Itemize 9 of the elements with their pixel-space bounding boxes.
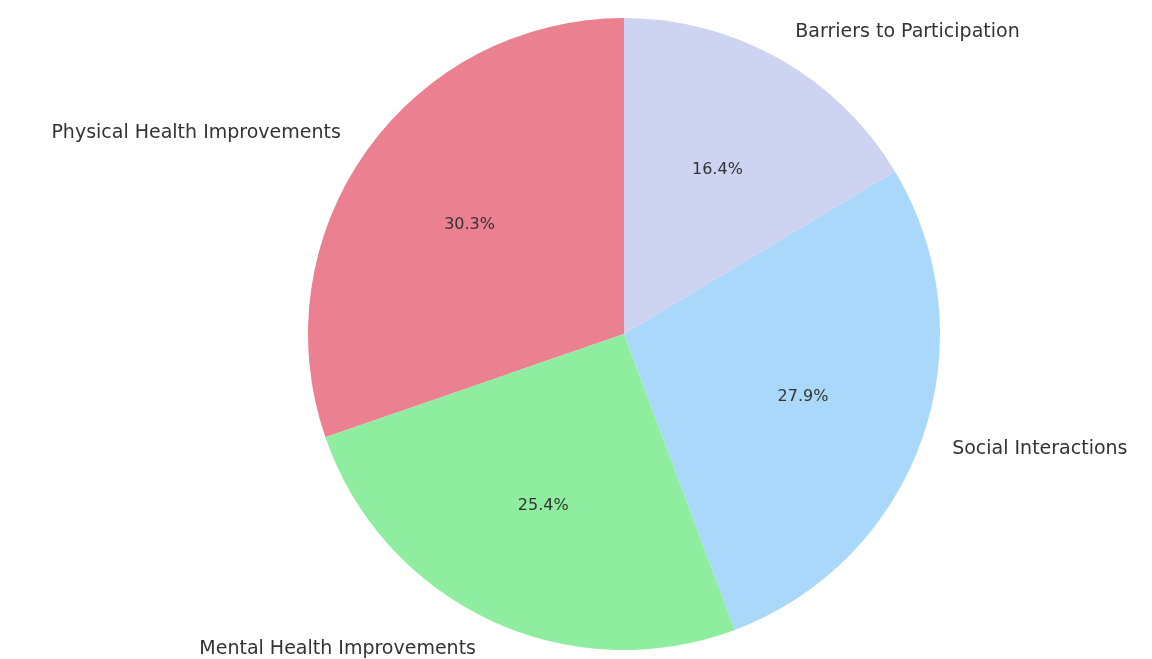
slice-label: Social Interactions — [952, 436, 1128, 459]
data-label: 27.9% — [777, 386, 829, 406]
slice-label: Physical Health Improvements — [51, 119, 341, 142]
pie-slice — [624, 18, 895, 334]
data-label: 30.3% — [444, 213, 495, 233]
data-label: 16.4% — [692, 158, 743, 178]
slice-label: Barriers to Participation — [795, 19, 1020, 42]
data-label: 25.4% — [517, 495, 569, 515]
slice-label: Mental Health Improvements — [199, 636, 476, 659]
